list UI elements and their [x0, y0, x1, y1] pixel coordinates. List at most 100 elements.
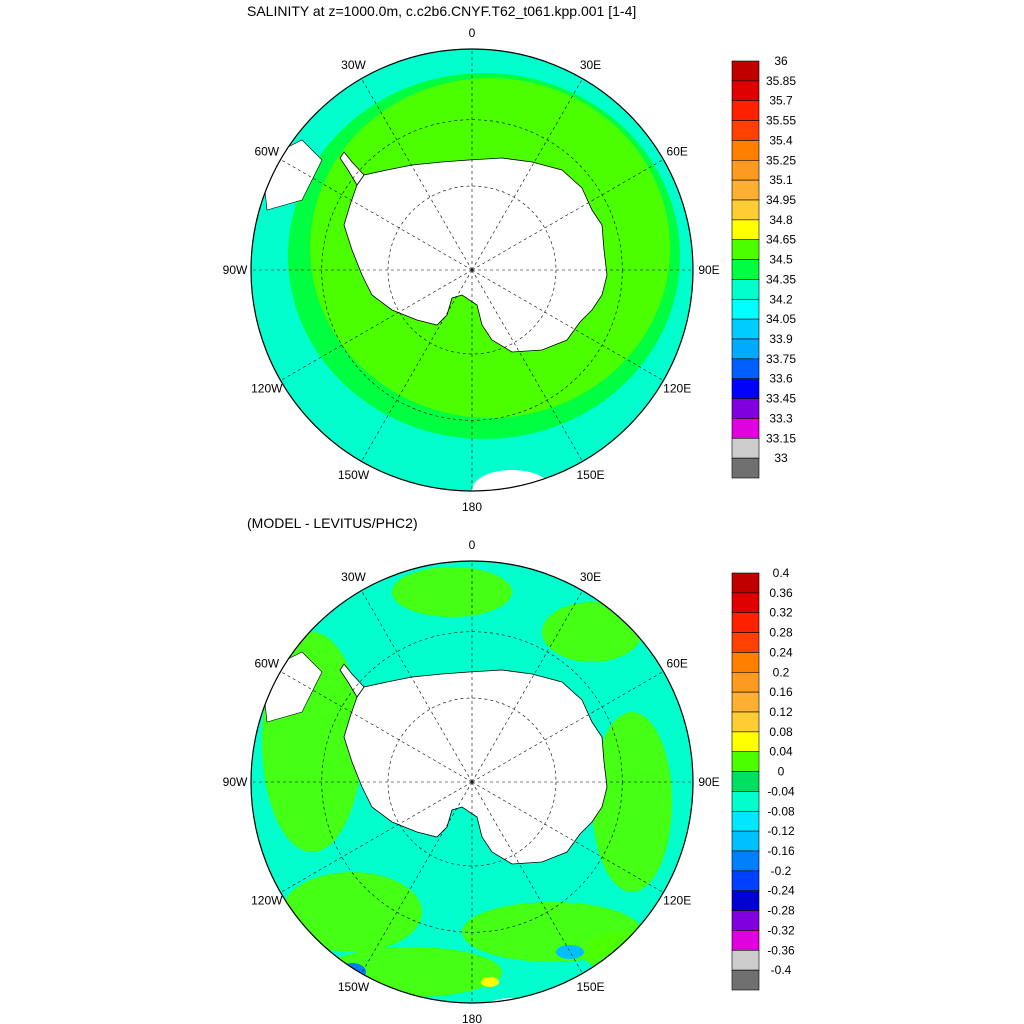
- colorbar-swatch: [731, 632, 760, 653]
- colorbar-label: -0.04: [767, 784, 795, 798]
- colorbar-swatch: [731, 691, 760, 713]
- colorbar-swatch: [731, 398, 760, 419]
- longitude-label: 120W: [251, 382, 283, 396]
- meridian-line: [471, 269, 664, 381]
- colorbar-label: 0.2: [773, 665, 790, 679]
- colorbar-swatch: [731, 437, 760, 459]
- graticule: [251, 49, 693, 491]
- longitude-label: 90W: [223, 775, 248, 789]
- colorbar-label: -0.08: [767, 804, 795, 818]
- colorbar-swatch: [731, 378, 760, 399]
- meridian-line: [361, 78, 473, 271]
- colorbar-swatch: [731, 771, 760, 792]
- colorbar-swatch: [731, 810, 760, 832]
- map-boundary: [250, 560, 694, 1004]
- colorbar-label: 34.2: [769, 292, 793, 306]
- colorbar-swatch: [731, 949, 760, 971]
- colorbar: 36 35.85 35.7 35.55 35.4 35.25 35.1 34.95 34.8 34…: [731, 54, 796, 479]
- longitude-label: 150W: [338, 468, 370, 482]
- longitude-label: 0: [469, 26, 476, 40]
- meridian-line: [280, 671, 473, 783]
- salinity-map-panel: 0 30E 60E 90E 120E 150E 180 150W 120W 90W 60W 30W 36…: [223, 26, 797, 512]
- colorbar-label: 35.1: [769, 173, 793, 187]
- colorbar-label: -0.12: [767, 824, 795, 838]
- colorbar-swatch: [731, 298, 760, 320]
- colorbar-swatch: [731, 318, 760, 340]
- colorbar-swatch: [731, 592, 760, 614]
- colorbar-label: -0.16: [767, 844, 795, 858]
- field-anomaly-negative: [556, 945, 584, 959]
- latitude-circle: [387, 697, 557, 867]
- colorbar-label: 0.12: [769, 705, 793, 719]
- colorbar-label: 0: [778, 765, 785, 779]
- longitude-label: 30E: [580, 570, 601, 584]
- longitude-label: 60E: [667, 657, 688, 671]
- field-anomaly-positive: [542, 602, 642, 662]
- colorbar-swatch: [731, 199, 760, 221]
- colorbar-swatch: [731, 830, 760, 852]
- field-anomaly-positive: [592, 712, 672, 892]
- colorbar-swatch: [731, 711, 760, 733]
- colorbar-swatch: [731, 239, 760, 260]
- longitude-label: 0: [469, 538, 476, 552]
- longitude-label: 150E: [576, 468, 604, 482]
- longitude-label: 30W: [341, 58, 366, 72]
- colorbar-swatch: [731, 652, 760, 673]
- longitude-label: 120E: [663, 894, 691, 908]
- colorbar-label: 0.28: [769, 626, 793, 640]
- colorbar-label: 33.3: [769, 411, 793, 425]
- colorbar-label: 33: [774, 451, 788, 465]
- meridian-line: [471, 269, 583, 462]
- colorbar-swatch: [731, 358, 760, 380]
- colorbar-swatch: [731, 910, 760, 931]
- colorbar-label: -0.32: [767, 923, 795, 937]
- colorbar-swatch: [731, 791, 760, 812]
- colorbar-label: 36: [774, 54, 788, 68]
- colorbar-label: 33.75: [766, 352, 796, 366]
- colorbar-label: 33.15: [766, 431, 796, 445]
- meridian-line: [471, 781, 664, 893]
- colorbar-swatch: [731, 219, 760, 241]
- longitude-label: 30E: [580, 58, 601, 72]
- map-subtitle: (MODEL - LEVITUS/PHC2): [247, 515, 418, 531]
- colorbar-label: 34.8: [769, 213, 793, 227]
- colorbar-swatch: [731, 159, 760, 181]
- colorbar-label: 34.65: [766, 233, 796, 247]
- field-anomaly-positive: [462, 902, 642, 962]
- meridian-line: [280, 159, 473, 271]
- colorbar: 0.4 0.36 0.32 0.28 0.24 0.2 0.16 0.12 0.08 0.04 0 -…: [731, 566, 795, 991]
- colorbar-label: -0.36: [767, 943, 795, 957]
- meridian-line: [361, 269, 473, 462]
- colorbar-label: 0.4: [773, 566, 790, 580]
- longitude-label: 120W: [251, 894, 283, 908]
- colorbar-label: 33.9: [769, 332, 793, 346]
- field-anomaly-positive: [282, 872, 422, 952]
- colorbar-label: 35.4: [769, 133, 793, 147]
- colorbar-swatch: [731, 457, 760, 479]
- longitude-label: 60W: [254, 657, 279, 671]
- colorbar-swatch: [731, 60, 760, 82]
- field-anomaly-positive: [392, 567, 512, 617]
- colorbar-swatch: [731, 850, 760, 872]
- longitude-label: 90W: [223, 263, 248, 277]
- land-antarctic-peninsula: [339, 151, 365, 186]
- land-antarctica: [343, 669, 608, 865]
- colorbar-swatch: [731, 731, 760, 753]
- longitude-label: 60E: [667, 145, 688, 159]
- colorbar-label: 35.85: [766, 74, 796, 88]
- field-anomaly-max: [481, 977, 499, 987]
- colorbar-label: 0.08: [769, 725, 793, 739]
- colorbar-label: 0.36: [769, 586, 793, 600]
- longitude-label: 150E: [576, 980, 604, 994]
- colorbar-swatch: [731, 890, 760, 911]
- longitude-label: 90E: [698, 775, 719, 789]
- colorbar-swatch: [731, 751, 760, 772]
- colorbar-label: 34.5: [769, 253, 793, 267]
- colorbar-label: 35.7: [769, 94, 793, 108]
- longitude-label: 120E: [663, 382, 691, 396]
- colorbar-label: 34.05: [766, 312, 796, 326]
- land-antarctic-peninsula: [339, 663, 365, 698]
- meridian-line: [471, 781, 583, 974]
- colorbar-swatch: [731, 969, 760, 991]
- colorbar-label: 0.04: [769, 745, 793, 759]
